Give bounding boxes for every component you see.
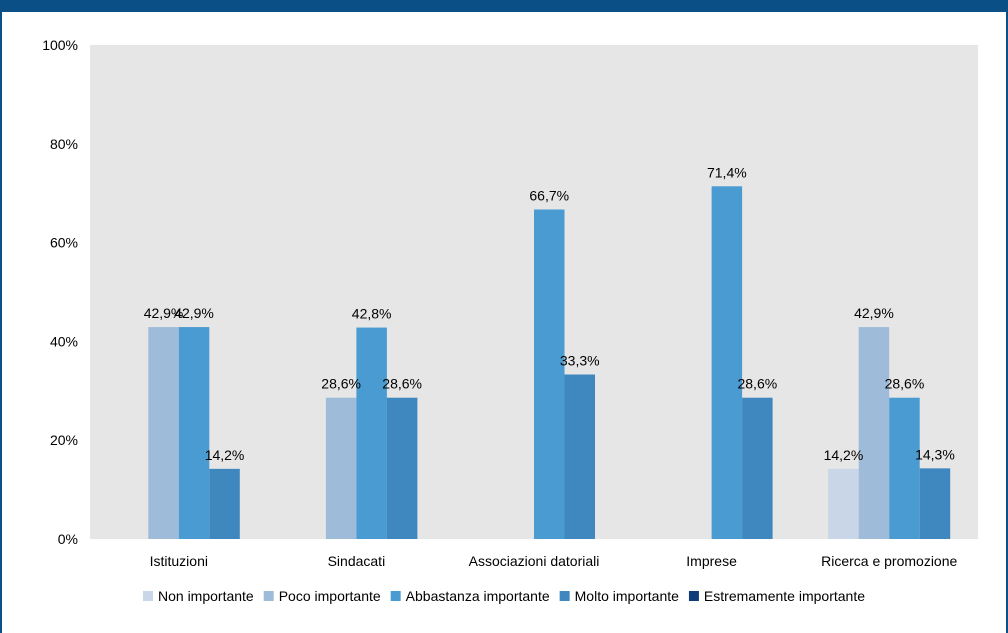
data-labels: 42,9%42,9%14,2%28,6%42,8%28,6%66,7%33,3%… [144, 164, 955, 463]
legend-label: Estremamente importante [704, 588, 865, 604]
bar-poco-importante-ricerca-e-promozione [858, 327, 890, 539]
category-label: Istituzioni [150, 553, 208, 569]
data-label: 28,6% [885, 376, 925, 392]
legend-label: Non importante [158, 588, 254, 604]
header-bar [2, 0, 1008, 12]
y-tick-label: 40% [50, 333, 78, 349]
data-label: 28,6% [321, 376, 361, 392]
legend-swatch [688, 591, 699, 601]
legend-label: Poco importante [279, 588, 381, 604]
legend-swatch [390, 591, 401, 601]
y-tick-label: 20% [50, 432, 78, 448]
legend-item: Non importante [142, 588, 254, 604]
legend-swatch [263, 591, 274, 601]
data-label: 33,3% [560, 352, 600, 368]
data-label: 14,3% [915, 446, 955, 462]
bar-molto-importante-ricerca-e-promozione [919, 468, 951, 539]
legend-swatch [142, 591, 153, 601]
bar-molto-importante-imprese [742, 397, 773, 539]
data-label: 28,6% [737, 376, 777, 392]
bar-poco-importante-istituzioni [148, 327, 179, 539]
legend-item: Abbastanza importante [390, 588, 550, 604]
bar-abbastanza-importante-associazioni-datoriali [534, 209, 565, 539]
bar-abbastanza-importante-ricerca-e-promozione [889, 397, 920, 539]
y-tick-label: 0% [58, 531, 78, 547]
bars [148, 186, 951, 539]
y-tick-label: 80% [50, 136, 78, 152]
x-axis: Istituzioni Sindacati Associazioni datoria… [150, 553, 958, 569]
y-tick-label: 100% [42, 37, 78, 53]
category-label: Associazioni datoriali [469, 553, 600, 569]
y-tick-label: 60% [50, 235, 78, 251]
data-label: 66,7% [529, 188, 569, 204]
category-label: Ricerca e promozione [821, 553, 957, 569]
data-label: 42,9% [854, 305, 894, 321]
legend: Non importante Poco importante Abbastanza … [142, 588, 865, 604]
data-label: 14,2% [205, 447, 245, 463]
data-label: 28,6% [382, 376, 422, 392]
bar-non-importante-ricerca-e-promozione [828, 468, 859, 539]
category-label: Sindacati [328, 553, 386, 569]
bar-molto-importante-sindacati [386, 397, 418, 539]
bar-abbastanza-importante-imprese [711, 186, 743, 539]
data-label: 42,9% [174, 305, 214, 321]
bar-poco-importante-sindacati [325, 397, 357, 539]
bar-abbastanza-importante-sindacati [356, 327, 387, 539]
data-label: 71,4% [707, 164, 747, 180]
legend-label: Molto importante [575, 588, 679, 604]
legend-swatch [559, 591, 570, 601]
data-label: 42,9% [144, 305, 184, 321]
bar-molto-importante-associazioni-datoriali [564, 374, 595, 539]
bar-abbastanza-importante-istituzioni [178, 327, 210, 539]
legend-item: Estremamente importante [688, 588, 865, 604]
legend-label: Abbastanza importante [406, 588, 550, 604]
bar-molto-importante-istituzioni [209, 468, 240, 539]
legend-item: Molto importante [559, 588, 679, 604]
data-label: 42,8% [352, 306, 392, 322]
legend-item: Poco importante [263, 588, 381, 604]
category-label: Imprese [686, 553, 737, 569]
data-label: 14,2% [824, 447, 864, 463]
y-axis: 0% 20% 40% 60% 80% 100% [42, 37, 78, 547]
